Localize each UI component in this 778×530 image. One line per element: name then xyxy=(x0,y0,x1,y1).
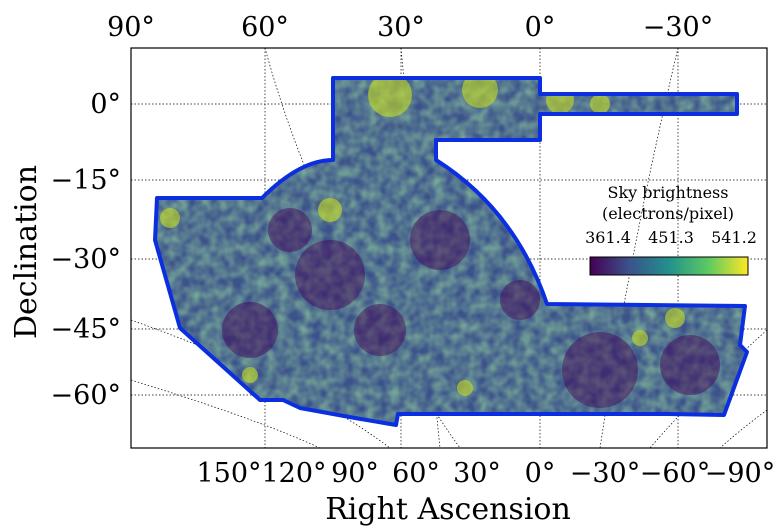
dec-tick-label: −30° xyxy=(51,244,121,275)
bottom-ra-tick-label: 0° xyxy=(525,458,556,489)
dark-region xyxy=(222,302,278,358)
dark-region xyxy=(660,335,720,395)
bright-region xyxy=(590,94,610,114)
x-axis-title: Right Ascension xyxy=(325,492,571,527)
bottom-ra-tick-label: −90° xyxy=(705,458,775,489)
top-ra-tick-label: −30° xyxy=(643,12,713,43)
bright-region xyxy=(368,78,412,117)
top-ra-tick-label: 60° xyxy=(241,12,289,43)
colorbar-title-line1: Sky brightness xyxy=(608,183,729,202)
dark-region xyxy=(500,280,540,320)
top-ra-tick-label: 30° xyxy=(377,12,425,43)
colorbar-title-line2: (electrons/pixel) xyxy=(602,204,734,223)
dec-grid-curve xyxy=(131,379,321,448)
colorbar-tick-label: 361.4 xyxy=(585,228,631,247)
top-ra-tick-label: 0° xyxy=(525,12,556,43)
top-ra-tick-label: 90° xyxy=(107,12,155,43)
dark-region xyxy=(268,208,312,252)
bottom-ra-tick-label: −30° xyxy=(570,458,640,489)
bright-region xyxy=(457,380,473,396)
y-axis-title: Declination xyxy=(9,165,44,339)
dark-region xyxy=(562,332,638,408)
dec-tick-label: −60° xyxy=(51,380,121,411)
footprint-outline xyxy=(153,76,749,427)
bright-region xyxy=(242,367,258,383)
bright-region xyxy=(632,330,648,346)
bright-region xyxy=(160,208,180,228)
dark-region xyxy=(410,210,470,270)
bottom-ra-tick-label: 30° xyxy=(453,458,501,489)
dec-tick-label: −45° xyxy=(51,314,121,345)
colorbar-gradient xyxy=(589,256,749,276)
dec-grid-curve xyxy=(719,409,767,448)
bright-region xyxy=(318,198,342,222)
colorbar: Sky brightness (electrons/pixel) 361.4 45… xyxy=(585,183,757,276)
dec-tick-label: 0° xyxy=(90,89,121,120)
bottom-ra-tick-label: 60° xyxy=(392,458,440,489)
bottom-ra-tick-label: 120° xyxy=(261,458,326,489)
dark-region xyxy=(295,240,365,310)
colorbar-tick-label: 541.2 xyxy=(711,228,757,247)
dark-region xyxy=(354,304,406,356)
bright-region xyxy=(462,78,498,108)
colorbar-tick-label: 451.3 xyxy=(648,228,694,247)
bottom-ra-tick-label: 150° xyxy=(196,458,261,489)
bright-region xyxy=(665,308,685,328)
dec-grid-curve xyxy=(649,329,767,448)
bottom-ra-tick-label: 90° xyxy=(331,458,379,489)
bottom-ra-tick-label: −60° xyxy=(640,458,710,489)
dec-tick-label: −15° xyxy=(51,165,121,196)
